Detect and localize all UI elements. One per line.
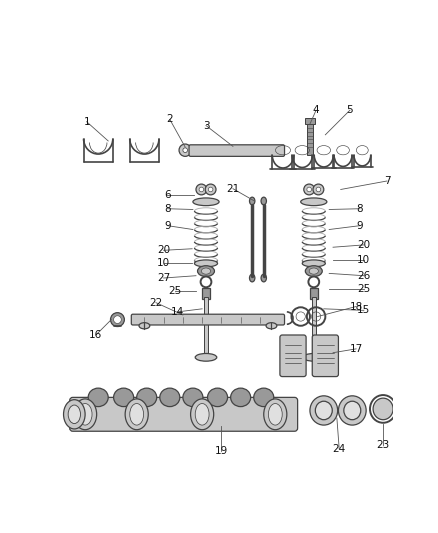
Text: 7: 7 <box>384 176 390 186</box>
Ellipse shape <box>339 396 366 425</box>
FancyBboxPatch shape <box>189 145 285 156</box>
Ellipse shape <box>183 388 203 407</box>
Text: 20: 20 <box>157 245 170 255</box>
Ellipse shape <box>303 353 325 361</box>
Ellipse shape <box>137 388 157 407</box>
Circle shape <box>199 187 204 192</box>
Circle shape <box>313 184 324 195</box>
Ellipse shape <box>139 322 150 329</box>
Text: 23: 23 <box>377 440 390 450</box>
Ellipse shape <box>305 265 322 277</box>
Bar <box>310 288 318 299</box>
Ellipse shape <box>195 353 217 361</box>
Bar <box>202 288 210 299</box>
Text: 22: 22 <box>149 297 162 308</box>
FancyBboxPatch shape <box>131 314 285 325</box>
Text: 8: 8 <box>357 204 363 214</box>
FancyBboxPatch shape <box>312 335 339 377</box>
FancyBboxPatch shape <box>280 335 306 377</box>
Ellipse shape <box>160 388 180 407</box>
Circle shape <box>307 187 311 192</box>
Ellipse shape <box>254 388 274 407</box>
Bar <box>307 124 313 155</box>
Text: 20: 20 <box>357 240 371 250</box>
Ellipse shape <box>250 274 255 282</box>
Text: 4: 4 <box>313 105 319 115</box>
Ellipse shape <box>373 398 393 419</box>
Ellipse shape <box>301 198 327 206</box>
Text: 17: 17 <box>350 344 363 354</box>
Ellipse shape <box>194 260 218 267</box>
Ellipse shape <box>88 388 108 407</box>
Circle shape <box>205 184 216 195</box>
Text: 27: 27 <box>157 273 170 283</box>
Ellipse shape <box>201 268 211 274</box>
Text: 9: 9 <box>164 221 171 231</box>
Text: 14: 14 <box>171 307 184 317</box>
Ellipse shape <box>310 396 338 425</box>
Ellipse shape <box>113 388 134 407</box>
Ellipse shape <box>68 405 81 424</box>
Text: 16: 16 <box>89 330 102 340</box>
Circle shape <box>113 316 121 324</box>
Ellipse shape <box>250 197 255 205</box>
FancyBboxPatch shape <box>70 398 298 431</box>
Text: 10: 10 <box>357 255 371 265</box>
Circle shape <box>208 187 213 192</box>
Ellipse shape <box>264 399 287 430</box>
Text: 25: 25 <box>357 284 371 294</box>
Circle shape <box>183 148 187 152</box>
Text: 10: 10 <box>157 257 170 268</box>
Ellipse shape <box>195 403 209 425</box>
Text: 15: 15 <box>357 305 371 316</box>
Text: 3: 3 <box>203 120 209 131</box>
Text: 26: 26 <box>357 271 371 281</box>
Text: 18: 18 <box>350 302 363 311</box>
Ellipse shape <box>344 401 361 419</box>
Ellipse shape <box>130 403 144 425</box>
Bar <box>312 297 316 357</box>
Ellipse shape <box>125 399 148 430</box>
Ellipse shape <box>64 400 85 429</box>
Text: 5: 5 <box>346 105 353 115</box>
Ellipse shape <box>266 322 277 329</box>
Ellipse shape <box>315 401 332 419</box>
Ellipse shape <box>268 403 282 425</box>
Ellipse shape <box>208 388 228 407</box>
Text: 9: 9 <box>357 221 363 231</box>
Bar <box>304 118 315 124</box>
Ellipse shape <box>74 399 97 430</box>
Ellipse shape <box>261 197 266 205</box>
Text: 24: 24 <box>332 444 346 454</box>
Circle shape <box>316 187 321 192</box>
Ellipse shape <box>231 388 251 407</box>
Circle shape <box>110 313 124 327</box>
Text: 1: 1 <box>83 117 90 127</box>
Text: 2: 2 <box>166 115 173 124</box>
Ellipse shape <box>302 260 325 267</box>
Ellipse shape <box>193 198 219 206</box>
Text: 8: 8 <box>164 204 171 214</box>
Text: 21: 21 <box>226 184 240 193</box>
Text: 25: 25 <box>169 286 182 296</box>
Ellipse shape <box>78 403 92 425</box>
Text: 6: 6 <box>164 190 171 200</box>
Text: 19: 19 <box>215 446 228 456</box>
Circle shape <box>304 184 314 195</box>
Bar <box>204 297 208 357</box>
Circle shape <box>179 144 191 156</box>
Ellipse shape <box>198 265 215 277</box>
Ellipse shape <box>309 268 318 274</box>
Circle shape <box>196 184 207 195</box>
Ellipse shape <box>191 399 214 430</box>
Ellipse shape <box>261 274 266 282</box>
